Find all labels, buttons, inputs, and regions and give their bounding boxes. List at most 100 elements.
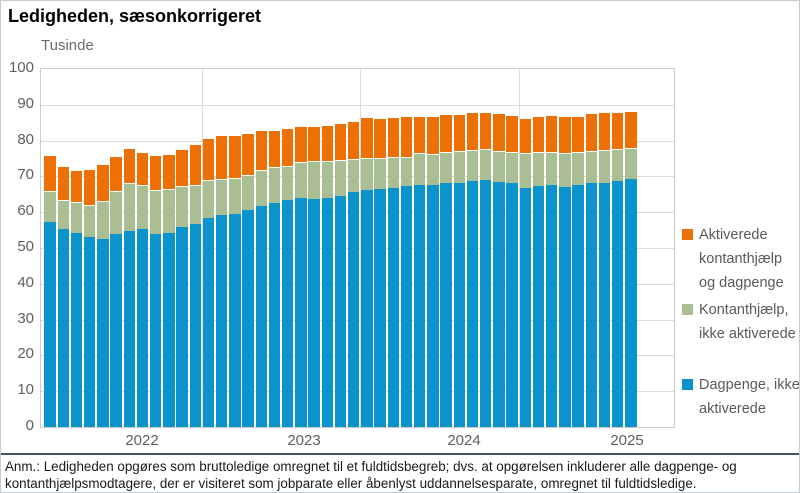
bar-segment-2025-02 [532,152,545,186]
bar-segment-2024-03 [387,187,399,427]
bar-2024-11 [493,112,505,427]
bar-segment-2024-09 [466,149,479,181]
bar-2023-02 [216,134,228,427]
bar-segment-2022-12 [189,184,201,224]
bar-2023-11 [334,122,347,427]
bar-2024-12 [506,115,518,427]
bar-segment-2022-10 [163,232,175,427]
legend-item-dagpenge: Dagpenge, ikke aktiverede [682,373,800,421]
bar-2022-06 [110,156,122,427]
bar-segment-2023-04 [242,175,254,211]
legend-swatch-orange [682,229,693,240]
bar-segment-2024-07 [440,183,452,427]
bar-segment-2025-01 [519,118,531,154]
legend-item-aktiverede: Aktiverede kontanthjælp og dagpenge [682,223,799,295]
bar-segment-2025-05 [572,152,584,185]
bar-2024-05 [414,115,426,427]
bar-segment-2024-04 [400,116,413,158]
bar-segment-2022-02 [57,229,69,427]
bar-segment-2024-08 [453,151,465,183]
y-tick-label-10: 10 [17,381,34,399]
bar-2023-03 [229,134,241,427]
bar-2023-10 [321,124,333,427]
gridline-year-divider [201,69,203,427]
bar-segment-2023-07 [282,200,294,427]
legend-swatch-blue [682,379,693,390]
bar-segment-2024-10 [480,180,492,427]
bar-segment-2023-09 [308,161,320,199]
bar-segment-2024-10 [480,149,492,181]
legend-label: Kontanthjælp, ikke aktiverede [699,302,796,342]
bar-segment-2022-04 [84,236,96,427]
bar-segment-2023-02 [216,215,228,427]
legend-item-kontanthjaelp: Kontanthjælp, ikke aktiverede [682,298,799,346]
bar-segment-2024-12 [506,115,518,152]
bar-segment-2022-01 [44,191,56,222]
bar-segment-2023-01 [202,217,215,427]
bar-segment-2022-09 [150,154,162,190]
bar-segment-2022-09 [150,233,162,427]
bar-segment-2025-02 [532,185,545,427]
bar-segment-2022-06 [110,156,122,192]
y-tick-label-100: 100 [8,59,34,76]
legend-label: Dagpenge, ikke aktiverede [699,377,800,417]
bar-segment-2025-03 [546,184,558,427]
y-tick-label-20: 20 [17,345,34,363]
bar-2022-07 [123,148,135,427]
bar-segment-2025-03 [546,114,558,152]
bar-segment-2024-06 [427,116,439,155]
bar-segment-2024-12 [506,183,518,427]
bar-segment-2023-03 [229,214,241,427]
bar-2025-06 [585,113,597,427]
bar-segment-2022-10 [163,154,175,189]
bar-segment-2022-01 [44,154,56,192]
bar-2024-04 [400,116,413,427]
bar-segment-2025-04 [559,153,571,187]
bar-2024-08 [453,114,465,427]
gridline-year-divider [518,69,520,427]
bar-segment-2022-07 [123,231,135,427]
bar-segment-2023-11 [334,122,347,161]
bar-2025-07 [598,112,611,427]
bar-2024-01 [361,117,373,427]
bar-segment-2025-07 [598,182,611,427]
bar-segment-2025-03 [546,151,558,185]
bar-segment-2025-08 [612,111,624,150]
bar-segment-2022-05 [97,164,109,201]
bar-segment-2025-02 [532,115,545,153]
bar-2025-02 [532,115,545,427]
bar-segment-2024-05 [414,115,426,154]
bar-2025-08 [612,111,624,427]
legend-label: Aktiverede kontanthjælp og dagpenge [699,227,784,291]
bar-2024-07 [440,114,452,427]
bar-segment-2023-04 [242,132,254,176]
bar-segment-2025-09 [625,148,637,179]
legend-swatch-green [682,304,693,315]
y-tick-label-0: 0 [25,417,34,434]
bar-segment-2022-10 [163,188,175,233]
bar-segment-2022-04 [84,169,96,205]
y-tick-label-30: 30 [17,309,34,327]
bar-segment-2022-07 [123,183,135,232]
bar-segment-2023-10 [321,124,333,162]
x-year-label-2022: 2022 [125,432,159,449]
bar-segment-2025-07 [598,112,611,150]
y-tick-label-50: 50 [17,238,34,255]
bar-2025-04 [559,115,571,427]
footnote-separator [1,453,799,455]
bar-segment-2024-11 [493,112,505,151]
chart-title: Ledigheden, sæsonkorrigeret [8,6,262,26]
bar-segment-2023-11 [334,160,347,196]
bar-2022-08 [136,151,149,427]
bar-segment-2023-08 [295,197,307,427]
bar-segment-2023-08 [295,162,307,198]
y-tick-label-60: 60 [17,202,34,220]
bar-segment-2024-05 [414,153,426,185]
bar-segment-2025-01 [519,153,531,188]
bar-segment-2023-02 [216,178,228,216]
bar-segment-2024-01 [361,189,373,427]
bar-segment-2022-03 [70,233,83,427]
bar-segment-2023-10 [321,197,333,427]
bar-segment-2023-01 [202,137,215,180]
